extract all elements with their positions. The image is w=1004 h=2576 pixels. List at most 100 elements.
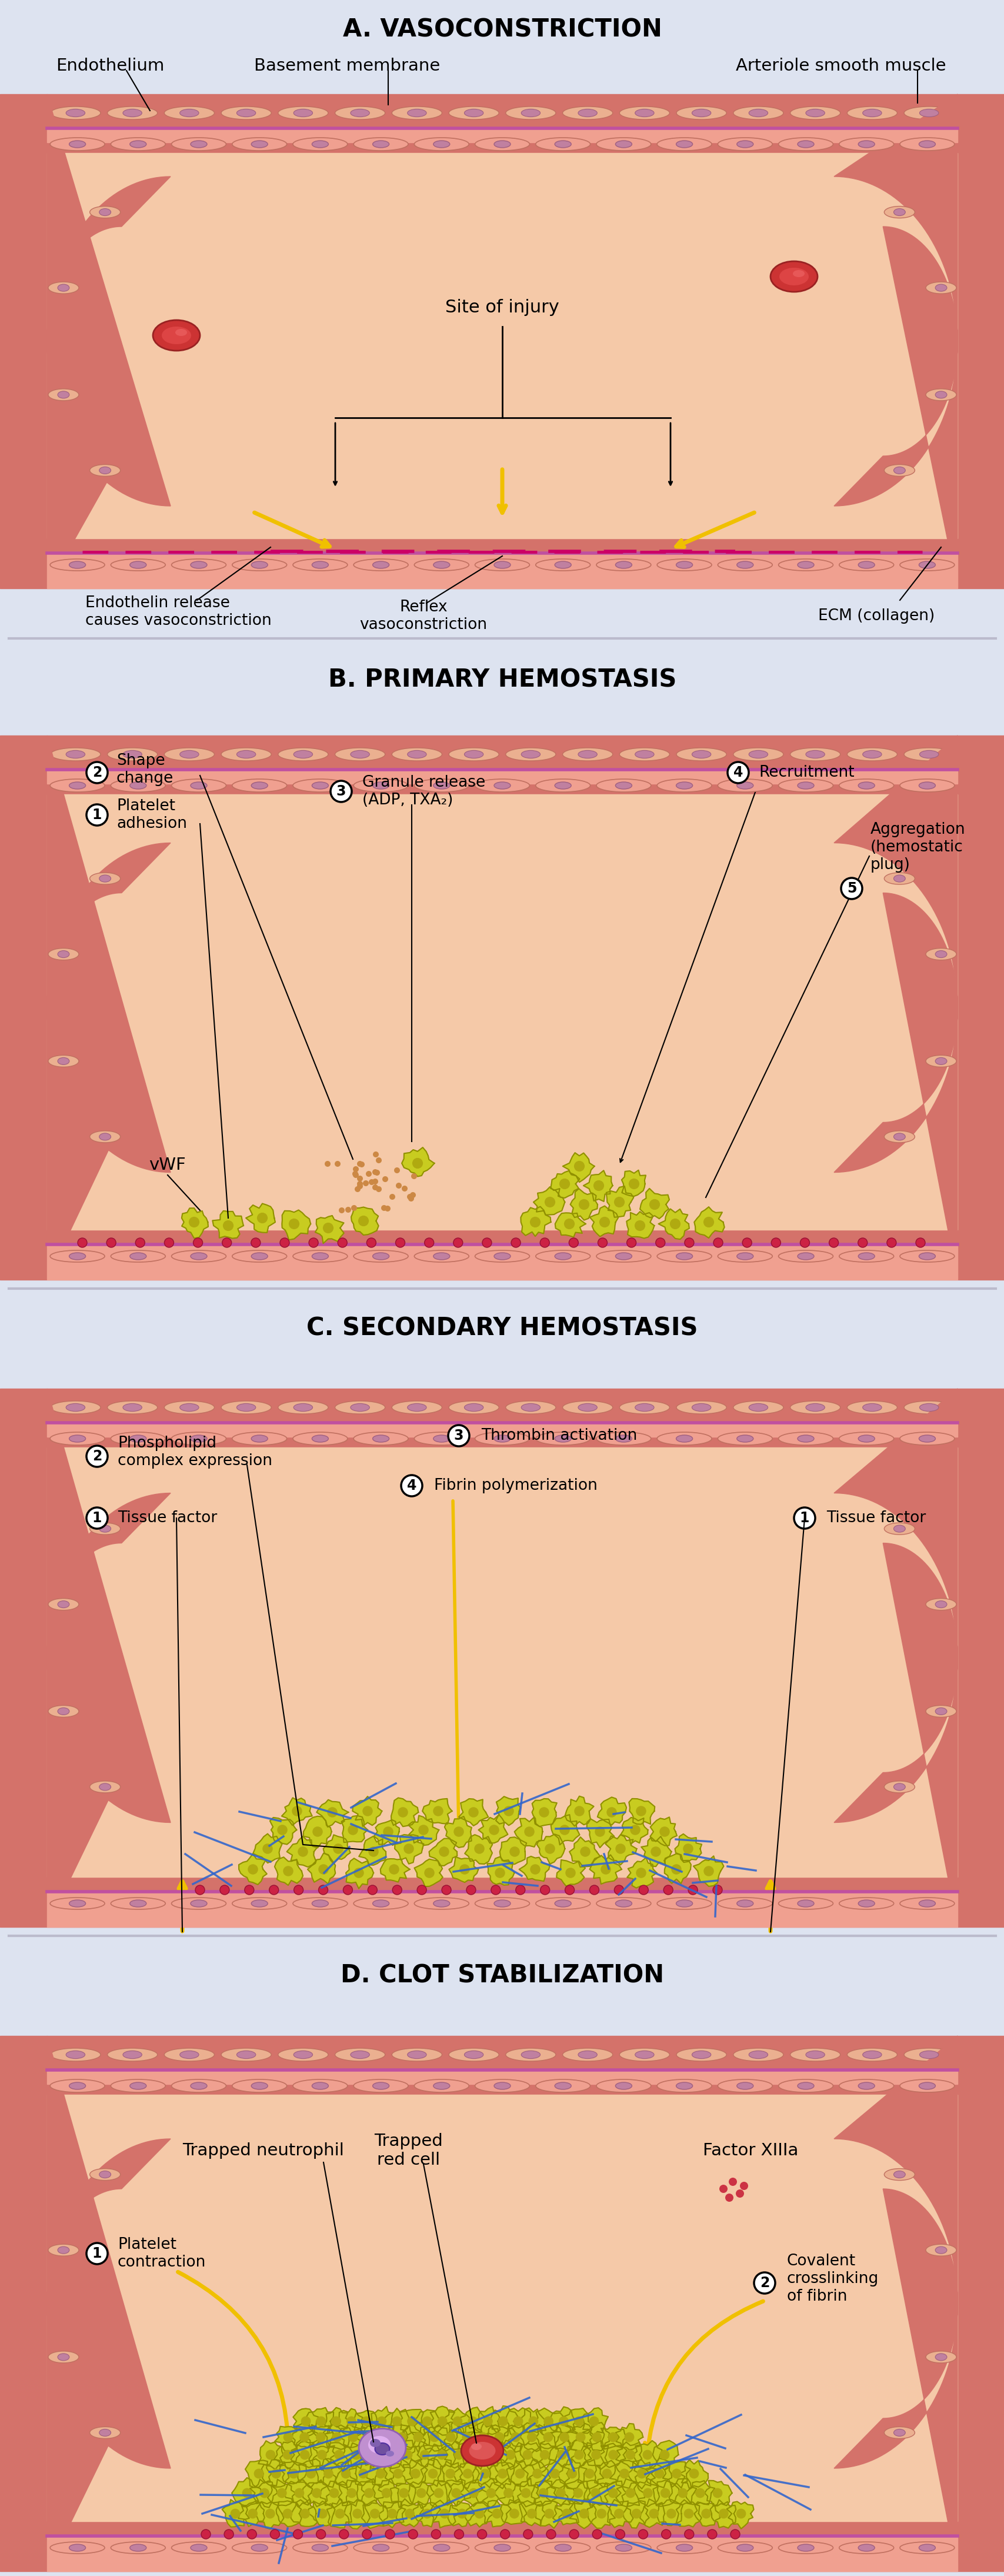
Ellipse shape — [797, 562, 813, 569]
Polygon shape — [338, 2424, 366, 2447]
Polygon shape — [520, 1206, 550, 1236]
Polygon shape — [557, 2460, 586, 2488]
Polygon shape — [409, 2442, 439, 2468]
Polygon shape — [546, 2481, 575, 2504]
Circle shape — [223, 1221, 233, 1231]
Polygon shape — [354, 2421, 381, 2452]
Ellipse shape — [935, 2246, 947, 2254]
Circle shape — [323, 2468, 333, 2478]
Ellipse shape — [312, 1252, 328, 1260]
Polygon shape — [626, 1211, 654, 1239]
Circle shape — [316, 2530, 325, 2540]
Ellipse shape — [615, 142, 632, 147]
Ellipse shape — [251, 2545, 268, 2550]
Ellipse shape — [172, 1249, 226, 1262]
Polygon shape — [250, 2478, 277, 2506]
Polygon shape — [274, 2427, 303, 2452]
Circle shape — [433, 1806, 443, 1816]
Circle shape — [393, 2468, 403, 2478]
Circle shape — [430, 2432, 439, 2442]
Circle shape — [575, 2432, 585, 2442]
Circle shape — [565, 1868, 575, 1878]
Ellipse shape — [797, 1901, 813, 1906]
Ellipse shape — [350, 1404, 369, 1412]
Ellipse shape — [935, 951, 947, 958]
Circle shape — [352, 1172, 358, 1177]
Circle shape — [559, 1177, 569, 1190]
Ellipse shape — [778, 1899, 832, 1909]
Ellipse shape — [251, 1435, 268, 1443]
Ellipse shape — [69, 1435, 85, 1443]
Circle shape — [474, 1844, 484, 1855]
Circle shape — [544, 1198, 555, 1208]
Ellipse shape — [736, 1901, 753, 1906]
Circle shape — [385, 1206, 391, 1211]
Ellipse shape — [894, 209, 905, 216]
Ellipse shape — [372, 1252, 389, 1260]
Circle shape — [422, 2416, 432, 2427]
Text: Recruitment: Recruitment — [758, 765, 853, 781]
Ellipse shape — [838, 2543, 894, 2553]
Circle shape — [486, 2488, 496, 2499]
Circle shape — [719, 2184, 727, 2192]
Circle shape — [451, 2488, 461, 2499]
Ellipse shape — [797, 142, 813, 147]
Circle shape — [373, 1170, 380, 1175]
Ellipse shape — [919, 142, 935, 147]
Ellipse shape — [293, 750, 312, 757]
Circle shape — [315, 2432, 325, 2442]
Ellipse shape — [505, 106, 555, 118]
Circle shape — [230, 2509, 240, 2519]
Ellipse shape — [857, 142, 874, 147]
Ellipse shape — [48, 948, 78, 961]
Circle shape — [334, 2450, 343, 2460]
Ellipse shape — [857, 1435, 874, 1443]
Ellipse shape — [221, 747, 271, 760]
Ellipse shape — [50, 1899, 104, 1909]
Polygon shape — [429, 2499, 460, 2527]
Circle shape — [366, 1239, 375, 1247]
Ellipse shape — [50, 2079, 104, 2092]
Circle shape — [165, 1239, 174, 1247]
Ellipse shape — [232, 1899, 287, 1909]
Polygon shape — [365, 2463, 394, 2488]
Ellipse shape — [554, 562, 571, 569]
Ellipse shape — [191, 2081, 207, 2089]
Ellipse shape — [676, 2081, 692, 2089]
Polygon shape — [320, 2481, 348, 2509]
Circle shape — [437, 2416, 447, 2427]
Circle shape — [608, 2450, 617, 2460]
Ellipse shape — [433, 142, 450, 147]
Circle shape — [454, 2450, 464, 2460]
Ellipse shape — [615, 783, 632, 788]
Ellipse shape — [110, 559, 166, 572]
Text: Factor XIIIa: Factor XIIIa — [703, 2143, 798, 2159]
Ellipse shape — [748, 2050, 767, 2058]
Polygon shape — [550, 2421, 577, 2450]
Circle shape — [529, 1216, 540, 1226]
Ellipse shape — [733, 1401, 783, 1414]
Circle shape — [607, 2488, 617, 2499]
Circle shape — [454, 2530, 464, 2540]
Ellipse shape — [770, 260, 817, 291]
Polygon shape — [478, 1814, 508, 1842]
Ellipse shape — [562, 1401, 612, 1414]
Ellipse shape — [596, 1249, 651, 1262]
Polygon shape — [361, 2501, 388, 2530]
Ellipse shape — [278, 2048, 328, 2061]
Ellipse shape — [619, 2048, 670, 2061]
Circle shape — [629, 1177, 639, 1190]
Circle shape — [544, 2509, 554, 2519]
Polygon shape — [437, 2421, 466, 2450]
Circle shape — [292, 1806, 302, 1816]
Ellipse shape — [733, 2048, 783, 2061]
Circle shape — [348, 2432, 357, 2442]
Polygon shape — [599, 2445, 626, 2468]
Polygon shape — [634, 2478, 659, 2506]
Ellipse shape — [676, 747, 726, 760]
Circle shape — [543, 2432, 553, 2442]
Ellipse shape — [846, 106, 897, 118]
Ellipse shape — [293, 2050, 312, 2058]
Circle shape — [466, 1886, 476, 1893]
Polygon shape — [620, 1819, 648, 1844]
